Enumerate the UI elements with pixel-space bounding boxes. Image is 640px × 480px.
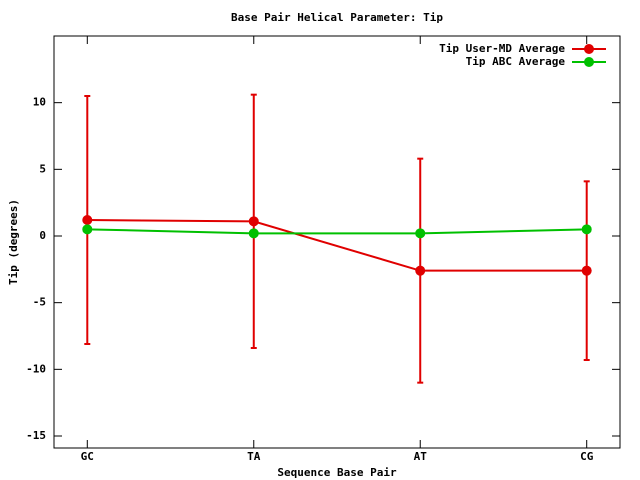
data-point	[248, 228, 259, 239]
chart-title: Base Pair Helical Parameter: Tip	[231, 11, 443, 24]
y-tick-label: -10	[26, 362, 46, 375]
data-point	[82, 224, 93, 235]
plot-border	[53, 35, 621, 449]
x-tick-label: CG	[580, 450, 594, 463]
y-tick-label: 0	[39, 229, 46, 242]
legend-marker	[584, 44, 594, 54]
x-tick-label: TA	[247, 450, 261, 463]
data-point	[82, 215, 93, 225]
x-axis-label: Sequence Base Pair	[277, 466, 397, 479]
y-tick-label: 10	[33, 96, 46, 109]
legend-label: Tip User-MD Average	[439, 42, 565, 55]
data-point	[415, 228, 426, 239]
legend-label: Tip ABC Average	[466, 55, 566, 68]
x-tick-label: AT	[414, 450, 428, 463]
data-point	[415, 265, 426, 276]
data-point	[248, 216, 259, 227]
data-point	[581, 224, 592, 235]
y-tick-label: 5	[39, 162, 46, 175]
x-tick-label: GC	[81, 450, 94, 463]
series-line	[87, 228, 587, 235]
data-point	[581, 265, 592, 276]
series-line	[87, 219, 587, 272]
y-tick-label: -15	[26, 429, 46, 442]
legend-marker	[584, 57, 594, 67]
y-axis-label: Tip (degrees)	[7, 199, 20, 285]
y-tick-label: -5	[33, 296, 46, 309]
